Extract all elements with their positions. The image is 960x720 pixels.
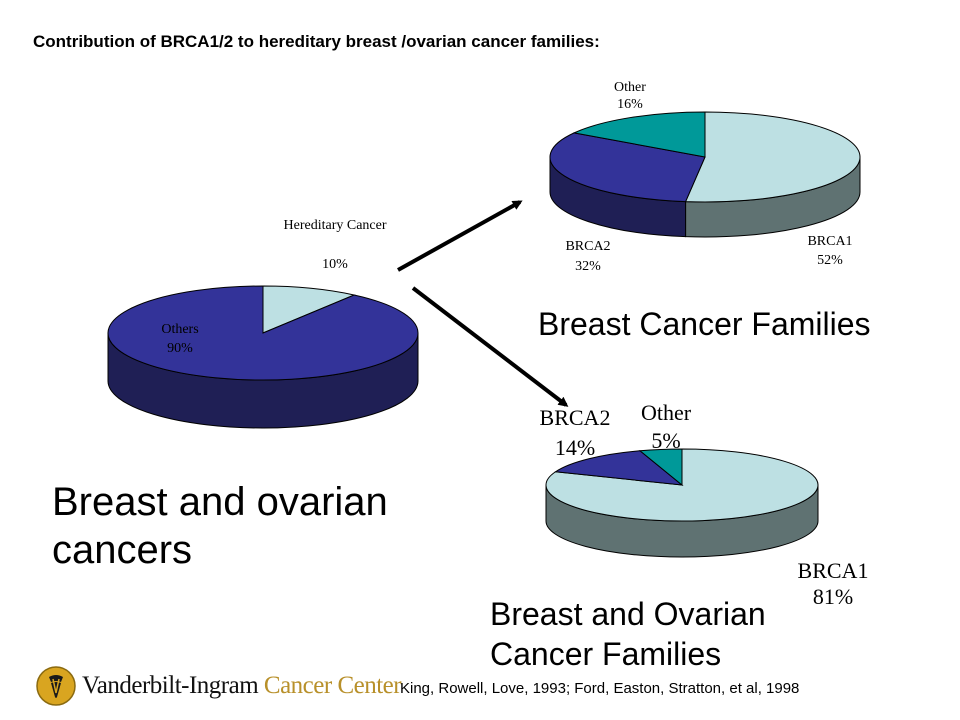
pie3-brca2-label: BRCA2 bbox=[540, 405, 611, 430]
caption-breast-ovarian-families: Breast and Ovarian Cancer Families bbox=[490, 596, 766, 672]
pie2-brca2-value: 32% bbox=[575, 259, 601, 274]
pie-slice-hereditary-cancer bbox=[262, 285, 356, 334]
pie3-brca2-value: 14% bbox=[555, 435, 595, 460]
vanderbilt-logo: Vanderbilt-Ingram Cancer Center bbox=[36, 664, 402, 708]
caption-breast-cancer-families: Breast Cancer Families bbox=[538, 306, 871, 342]
logo-name-part1: Vanderbilt-Ingram bbox=[82, 672, 259, 699]
pie1-others-value: 90% bbox=[167, 341, 193, 356]
pie3-brca1-label: BRCA1 bbox=[798, 558, 869, 583]
pie-slice-others bbox=[107, 285, 419, 381]
pie-slice-other bbox=[572, 111, 706, 158]
oak-leaf-icon bbox=[36, 666, 76, 706]
pie3-other-label: Other bbox=[641, 400, 692, 425]
pie1-hereditary-label: Hereditary Cancer bbox=[284, 218, 387, 233]
pie-breast-ovarian-families bbox=[545, 448, 819, 558]
pie3-other-value: 5% bbox=[651, 428, 680, 453]
pie1-hereditary-value: 10% bbox=[322, 257, 348, 272]
pie2-other-value: 16% bbox=[617, 97, 643, 112]
slide-title: Contribution of BRCA1/2 to hereditary br… bbox=[33, 32, 600, 51]
logo-name-part2: Cancer Center bbox=[263, 672, 402, 699]
pie2-brca2-label: BRCA2 bbox=[565, 239, 610, 254]
arrow-to-breast-families bbox=[397, 200, 523, 272]
pie-breast-cancer-families bbox=[549, 111, 861, 238]
citation: King, Rowell, Love, 1993; Ford, Easton, … bbox=[400, 680, 800, 697]
arrow-to-ovarian-families bbox=[411, 286, 569, 407]
pie1-others-label: Others bbox=[161, 322, 198, 337]
pie2-other-label: Other bbox=[614, 80, 646, 95]
pie3-brca1-value: 81% bbox=[813, 584, 853, 609]
pie-slice-brca1 bbox=[684, 111, 861, 203]
pie-slice-other bbox=[638, 448, 683, 487]
pie2-brca1-value: 52% bbox=[817, 253, 843, 268]
pie2-brca1-label: BRCA1 bbox=[807, 234, 852, 249]
pie-breast-ovarian-cancers bbox=[107, 285, 419, 429]
caption-breast-ovarian-cancers: Breast and ovarian cancers bbox=[52, 480, 388, 572]
